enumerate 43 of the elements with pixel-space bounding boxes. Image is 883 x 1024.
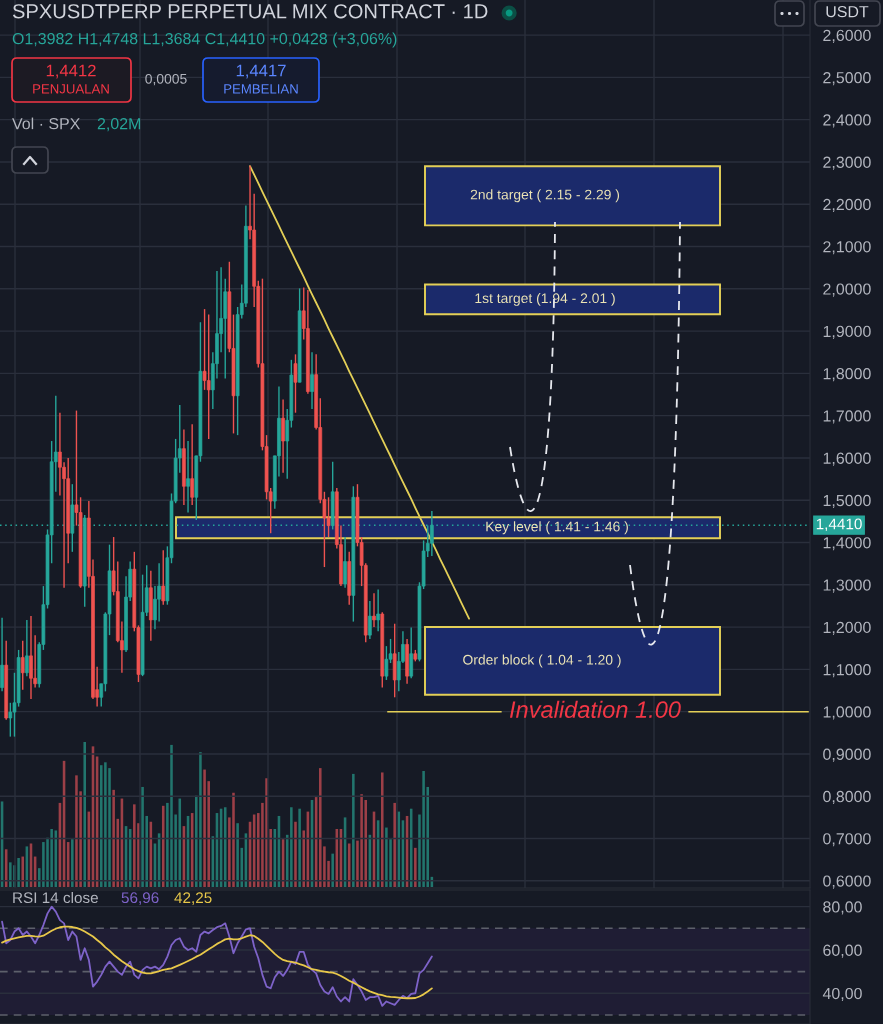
ref-line-label: 1,4410: [816, 518, 862, 532]
y-tick-label: 40,00: [822, 987, 862, 1002]
y-tick-label: 0,8000: [823, 790, 871, 805]
ref-line-label: Invalidation 1.00: [509, 700, 681, 719]
y-tick-label: 1,1000: [823, 664, 871, 678]
y-tick-label: 1,6000: [823, 452, 871, 466]
band-label: 2nd target ( 2.15 - 2.29 ): [470, 189, 620, 203]
y-tick-label: 1,5000: [823, 494, 871, 509]
annotation: 42,25: [174, 892, 212, 905]
y-tick-label: 2,3000: [823, 156, 871, 170]
annotation: 56,96: [121, 892, 159, 905]
y-tick-label: 2,5000: [823, 72, 871, 86]
annotation: 1,4417: [236, 64, 286, 79]
annotation: PENJUALAN: [33, 84, 109, 94]
y-tick-label: 0,9000: [823, 748, 871, 762]
y-tick-label: 1,9000: [823, 325, 871, 339]
y-tick-label: 60,00: [823, 944, 862, 958]
y-tick-label: 2,6000: [823, 29, 871, 43]
chart-title: Vol · SPX: [12, 117, 81, 130]
y-tick-label: 1,7000: [823, 410, 871, 424]
annotation: 0,0005: [145, 73, 187, 86]
band-label: 1st target (1.94 - 2.01 ): [475, 292, 615, 306]
y-tick-label: 1,8000: [823, 368, 871, 382]
y-tick-label: 2,4000: [823, 114, 871, 128]
y-tick-label: 1,0000: [823, 706, 871, 720]
y-tick-label: 2,1000: [823, 241, 871, 255]
y-tick-label: 2,2000: [823, 198, 871, 213]
chart-title: SPXUSDTPERP PERPETUAL MIX CONTRACT · 1D: [12, 4, 488, 19]
annotation: 2,02M: [97, 117, 141, 132]
band-label: Key level ( 1.41 - 1.46 ): [486, 521, 628, 535]
y-tick-label: 0,7000: [823, 833, 871, 847]
y-tick-label: 1,4000: [823, 537, 871, 551]
annotation: PEMBELIAN: [224, 84, 298, 94]
band-label: Order block ( 1.04 - 1.20 ): [463, 654, 621, 668]
y-tick-label: 2,0000: [823, 283, 871, 297]
y-tick-label: 1,3000: [823, 579, 871, 593]
text: USDT: [826, 5, 869, 18]
chart-title: RSI 14 close: [13, 891, 98, 904]
annotation: 1,4412: [46, 64, 96, 79]
annotation: O1,3982 H1,4748 L1,3684 C1,4410 +0,0428 (+3,06%): [12, 32, 397, 48]
y-tick-label: 1,2000: [823, 621, 871, 635]
y-tick-label: 80,00: [823, 901, 862, 915]
y-tick-label: 0,6000: [823, 875, 871, 889]
